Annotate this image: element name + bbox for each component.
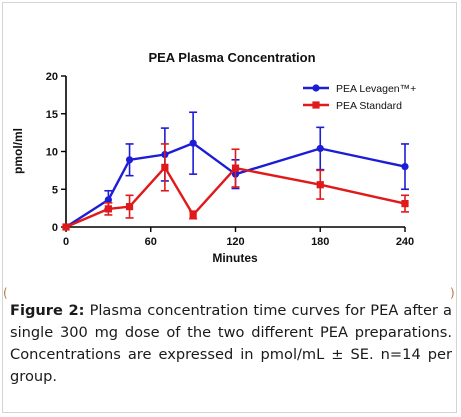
legend-label: PEA Standard [336, 100, 402, 112]
legend-label: PEA Levagen™+ [336, 83, 416, 95]
data-point [125, 156, 134, 164]
series-layer [62, 111, 409, 231]
data-point [104, 205, 112, 213]
x-tick-label: 180 [311, 236, 329, 248]
data-point [189, 211, 197, 219]
legend-item: PEA Levagen™+ [303, 83, 416, 95]
y-tick-label: 15 [46, 109, 58, 121]
y-tick-label: 20 [46, 71, 58, 83]
caption-label: Figure 2: [10, 302, 85, 319]
data-point [231, 164, 240, 172]
pea-plasma-chart: PEA Plasma Concentration pmol/ml Minutes… [11, 50, 416, 265]
figure-caption: Figure 2: Plasma concentration time curv… [10, 300, 452, 388]
legend: PEA Levagen™+ PEA Standard [303, 83, 416, 112]
chart-title: PEA Plasma Concentration [148, 50, 315, 65]
y-axis-label: pmol/ml [11, 128, 25, 174]
figure-frame [2, 2, 457, 413]
data-point [62, 223, 70, 231]
data-point [316, 181, 324, 189]
y-tick-label: 10 [46, 147, 58, 159]
y-tick-label: 0 [52, 222, 58, 234]
x-tick-label: 60 [145, 236, 157, 248]
legend-item: PEA Standard [303, 100, 402, 112]
data-point [161, 163, 169, 171]
caption-text: Plasma concentration time curves for PEA… [10, 302, 452, 385]
data-point [401, 199, 409, 208]
y-tick-label: 5 [52, 184, 58, 196]
x-axis-label: Minutes [212, 251, 258, 265]
series-line-levagen [65, 142, 406, 229]
data-point [316, 144, 324, 153]
legend-marker [312, 101, 320, 109]
data-point [125, 203, 134, 211]
x-tick-label: 0 [63, 236, 69, 248]
left-paren-mark: ( [3, 286, 8, 300]
data-point [104, 196, 112, 204]
axes: 0 5 10 15 20 0 60 120 180 240 [46, 71, 414, 248]
x-tick-label: 120 [226, 236, 244, 248]
right-paren-mark: ) [450, 286, 455, 300]
x-tick-label: 240 [396, 236, 414, 248]
data-point [189, 139, 197, 147]
legend-marker [312, 84, 320, 92]
series-standard [62, 143, 409, 231]
data-point [401, 163, 409, 171]
